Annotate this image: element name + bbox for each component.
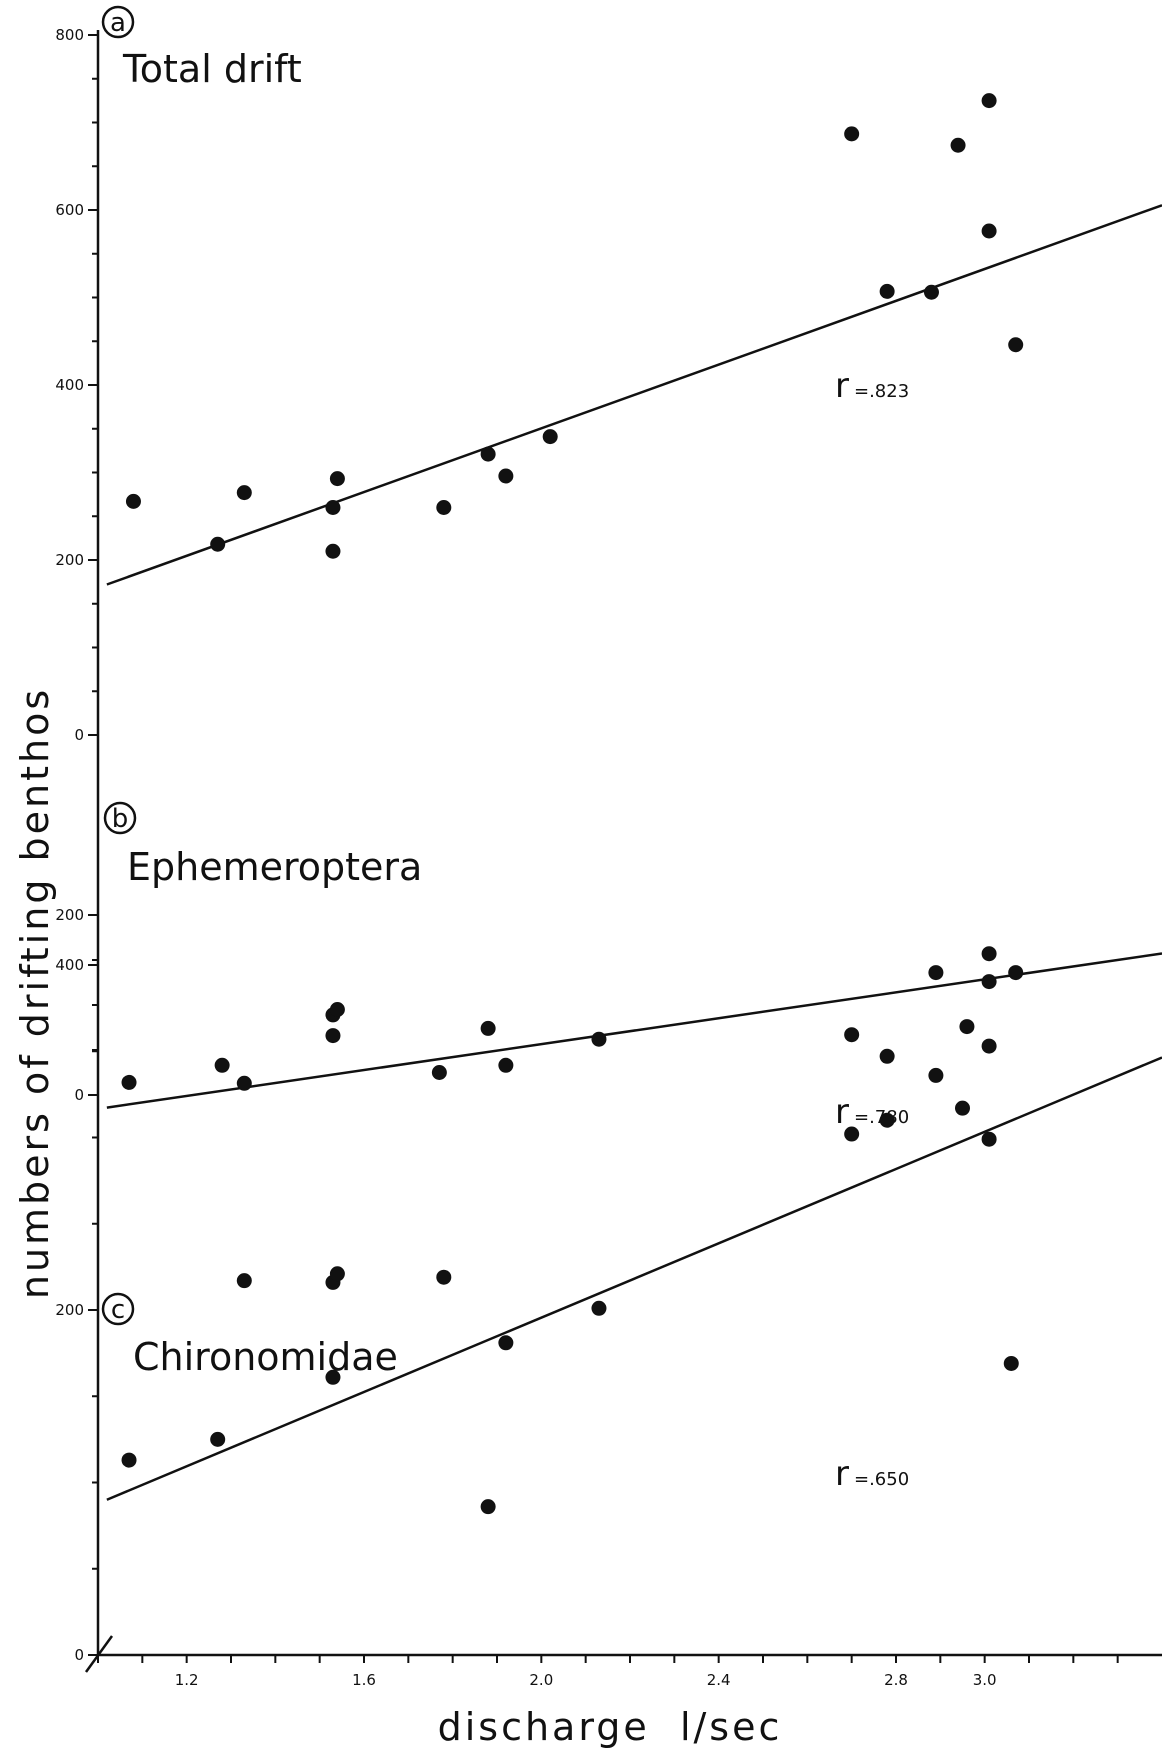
data-point <box>498 468 514 484</box>
y-tick-label: 200 <box>55 906 84 924</box>
panel-letter-b: b <box>103 801 137 835</box>
x-tick-label: 1.2 <box>175 1671 199 1689</box>
panel-letter-c: c <box>101 1292 135 1326</box>
data-point <box>325 1028 341 1044</box>
data-point <box>928 965 944 981</box>
data-point <box>236 1075 252 1091</box>
data-point <box>121 1074 137 1090</box>
r-value: =.650 <box>854 1469 909 1490</box>
data-point <box>981 946 997 962</box>
panel-title: Ephemeroptera <box>127 845 422 889</box>
data-point <box>480 1499 496 1515</box>
data-point <box>879 1112 895 1128</box>
data-point <box>923 284 939 300</box>
panel-letter-circle <box>103 801 137 835</box>
data-point <box>325 1369 341 1385</box>
data-point <box>981 1131 997 1147</box>
y-tick-label: 200 <box>55 551 84 569</box>
panel-a: 800 600 400 200 0 a Total drift r =.823 <box>55 5 1162 744</box>
x-ticks: 1.2 1.6 2.0 2.4 2.8 3.0 <box>97 1655 1119 1689</box>
x-tick-label: 1.6 <box>352 1671 376 1689</box>
y-axis-title: numbers of drifting benthos <box>13 687 57 1299</box>
data-point <box>480 446 496 462</box>
data-point <box>436 1269 452 1285</box>
x-tick-label: 2.0 <box>529 1671 553 1689</box>
y-tick-label: 800 <box>55 26 84 44</box>
r-label: r <box>835 366 849 406</box>
data-point <box>981 223 997 239</box>
panel-letter-a: a <box>101 5 135 39</box>
r-value: =.823 <box>854 381 909 402</box>
panel-letter-text: b <box>112 804 129 834</box>
data-point <box>210 536 226 552</box>
data-point <box>981 93 997 109</box>
panel-title: Total drift <box>122 47 302 91</box>
data-point <box>498 1057 514 1073</box>
data-point <box>591 1300 607 1316</box>
data-point <box>981 974 997 990</box>
data-point <box>214 1057 230 1073</box>
data-point <box>950 137 966 153</box>
data-point <box>955 1100 970 1116</box>
data-point <box>325 500 341 515</box>
data-point <box>1008 965 1024 981</box>
y-tick-label: 400 <box>55 376 84 394</box>
data-point <box>844 1126 860 1142</box>
data-point <box>498 1335 514 1351</box>
data-point <box>125 493 141 509</box>
x-tick-label: 2.4 <box>707 1671 731 1689</box>
x-tick-label: 3.0 <box>973 1671 997 1689</box>
data-point <box>236 485 252 501</box>
y-tick-label: 400 <box>55 956 84 974</box>
data-point <box>431 1065 447 1080</box>
panel-letter-circle <box>101 5 135 39</box>
data-point <box>480 1020 496 1036</box>
y-tick-label: 0 <box>74 1646 84 1664</box>
data-point <box>844 1027 860 1043</box>
data-point <box>121 1452 137 1468</box>
panel-letter-circle <box>101 1292 135 1326</box>
data-point <box>329 1266 345 1282</box>
data-point <box>928 1067 944 1083</box>
data-point <box>325 543 341 559</box>
y-tick-label: 0 <box>74 726 84 744</box>
y-tick-label: 200 <box>55 1301 84 1319</box>
axis-break-mark <box>84 1635 114 1673</box>
data-point <box>879 283 895 299</box>
r-label: r <box>835 1092 849 1132</box>
regression-line <box>106 1056 1162 1501</box>
regression-line <box>106 952 1162 1109</box>
data-point <box>844 126 860 142</box>
data-point <box>591 1031 607 1047</box>
panel-title: Chironomidae <box>133 1335 398 1379</box>
data-point <box>879 1048 895 1064</box>
r-label: r <box>835 1454 849 1494</box>
data-point <box>1003 1355 1019 1371</box>
data-point <box>436 500 452 515</box>
panel-letter-text: a <box>110 8 126 38</box>
data-point <box>981 1038 997 1054</box>
data-point <box>542 429 558 445</box>
x-tick-label: 2.8 <box>884 1671 908 1689</box>
data-point <box>210 1431 226 1447</box>
data-point <box>959 1019 975 1035</box>
y-tick-label: 0 <box>74 1086 84 1104</box>
y-tick-label: 600 <box>55 201 84 219</box>
x-axis-title: discharge l/sec <box>438 1705 783 1749</box>
data-point <box>236 1273 252 1289</box>
panel-letter-text: c <box>111 1295 125 1325</box>
data-point <box>329 1002 345 1017</box>
data-point <box>329 471 345 487</box>
data-point <box>1008 337 1024 353</box>
regression-line <box>106 204 1162 586</box>
